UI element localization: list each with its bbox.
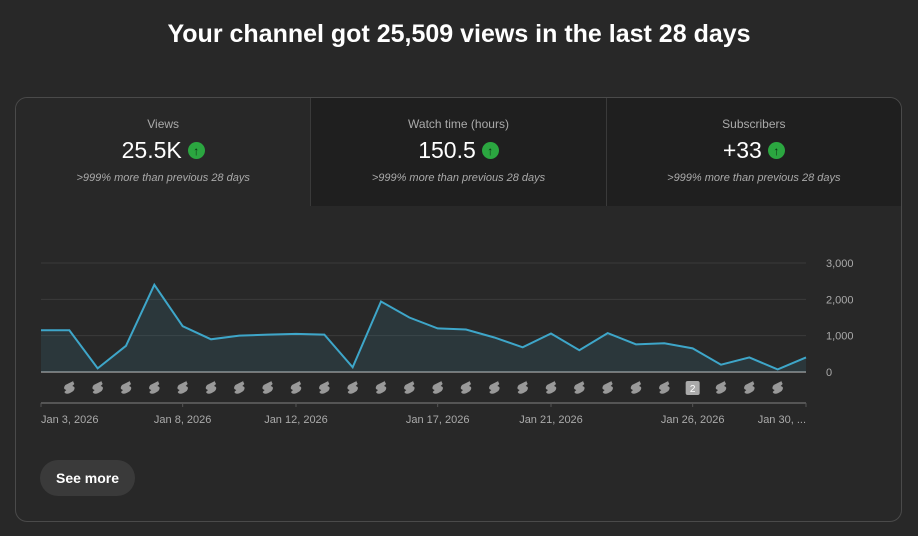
shorts-icon (319, 380, 330, 394)
arrow-up-icon: ↑ (767, 142, 785, 159)
y-tick-label: 1,000 (826, 331, 854, 343)
shorts-icon (375, 380, 387, 394)
shorts-icon (64, 380, 75, 394)
upload-count: 2 (690, 384, 696, 395)
tab-comparison: >999% more than previous 28 days (76, 172, 250, 184)
area-fill (41, 284, 806, 372)
analytics-card: Views 25.5K ↑ >999% more than previous 28… (15, 97, 902, 522)
x-tick-label: Jan 12, 2026 (264, 414, 328, 426)
see-more-button[interactable]: See more (40, 460, 136, 496)
shorts-icon (630, 380, 642, 394)
shorts-icon (347, 380, 358, 394)
tab-label: Views (147, 117, 180, 131)
shorts-icon (489, 380, 500, 394)
shorts-icon (432, 380, 443, 394)
page-title: Your channel got 25,509 views in the las… (167, 20, 751, 48)
x-tick-label: Jan 26, 2026 (661, 414, 725, 426)
upload-count-badge (685, 381, 700, 395)
views-chart: 3,000 2,000 1,000 0 2 Jan 3, 2026 Jan 8, 2026 J… (40, 258, 854, 426)
x-tick-label: Jan 21, 2026 (519, 414, 583, 426)
shorts-icon (602, 380, 613, 394)
shorts-icon (545, 380, 557, 394)
arrow-up-icon: ↑ (187, 142, 205, 159)
y-tick-label: 3,000 (826, 258, 854, 270)
metric-tabs: Views 25.5K ↑ >999% more than previous 28… (16, 98, 901, 206)
shorts-icon (744, 380, 755, 394)
tab-value: 25.5K (121, 137, 182, 163)
shorts-icon (460, 380, 472, 394)
shorts-icon (120, 380, 132, 394)
shorts-icon (715, 380, 727, 394)
tab-value: 150.5 (418, 137, 476, 163)
x-tick-label: Jan 3, 2026 (41, 414, 99, 426)
shorts-icon (290, 380, 302, 394)
shorts-icon (574, 380, 585, 394)
tab-subscribers[interactable]: Subscribers +33 ↑ >999% more than previou… (605, 98, 901, 206)
arrow-up-icon: ↑ (481, 142, 499, 159)
x-tick-label: Jan 17, 2026 (406, 414, 470, 426)
y-tick-label: 0 (826, 367, 832, 379)
shorts-icon (659, 380, 670, 394)
shorts-icon (234, 380, 245, 394)
tab-comparison: >999% more than previous 28 days (667, 172, 841, 184)
shorts-icon (517, 380, 528, 394)
series-line (41, 282, 807, 371)
tab-watch-time[interactable]: Watch time (hours) 150.5 ↑ >999% more tha… (310, 98, 606, 206)
tab-value: +33 (722, 137, 762, 163)
x-tick-label: Jan 30, ... (758, 414, 806, 426)
shorts-icon (262, 380, 273, 394)
shorts-icon (772, 380, 783, 394)
y-tick-label: 2,000 (826, 294, 854, 306)
shorts-icon (177, 380, 188, 394)
tab-views[interactable]: Views 25.5K ↑ >999% more than previous 28… (16, 98, 311, 206)
shorts-icon (205, 380, 217, 394)
shorts-icon (149, 380, 160, 394)
tab-label: Watch time (hours) (408, 117, 509, 131)
tab-label: Subscribers (722, 117, 786, 131)
shorts-icon (92, 380, 103, 394)
x-tick-label: Jan 8, 2026 (154, 414, 212, 426)
shorts-icon (404, 380, 415, 394)
tab-comparison: >999% more than previous 28 days (371, 172, 546, 184)
